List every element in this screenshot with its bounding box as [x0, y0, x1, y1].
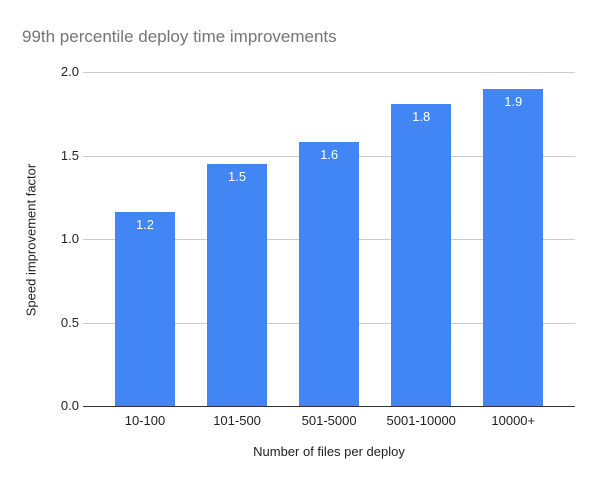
bar-value-label: 1.2	[135, 217, 155, 233]
x-tick-label: 10000+	[491, 413, 536, 428]
bar: 1.6	[299, 142, 360, 406]
x-tick-label: 5001-10000	[386, 413, 456, 428]
bar-value-label: 1.9	[504, 93, 523, 109]
x-tick-label: 10-100	[124, 413, 166, 428]
bar-value-label: 1.6	[320, 147, 339, 163]
y-tick-label: 1.5	[60, 147, 79, 163]
y-tick-label: 1.0	[60, 231, 79, 246]
gridline	[83, 72, 575, 73]
bar: 1.5	[207, 163, 268, 406]
y-tick-label: 2.0	[60, 64, 79, 79]
plot-area: 1.2 1.5 1.6 1.8 1.9	[83, 72, 575, 407]
bar: 1.2	[115, 212, 175, 406]
bar-value-label: 1.8	[412, 108, 431, 124]
x-tick-label: 101-500	[213, 413, 261, 428]
x-axis-title: Number of files per deploy	[253, 444, 405, 459]
x-tick-label: 501-5000	[301, 413, 357, 428]
bar: 1.8	[391, 103, 452, 406]
bar: 1.9	[483, 88, 544, 406]
y-tick-label: 0.5	[60, 314, 79, 330]
chart-title: 99th percentile deploy time improvements	[22, 27, 337, 46]
y-tick-label: 0.0	[60, 398, 79, 413]
bar-value-label: 1.5	[228, 168, 247, 184]
